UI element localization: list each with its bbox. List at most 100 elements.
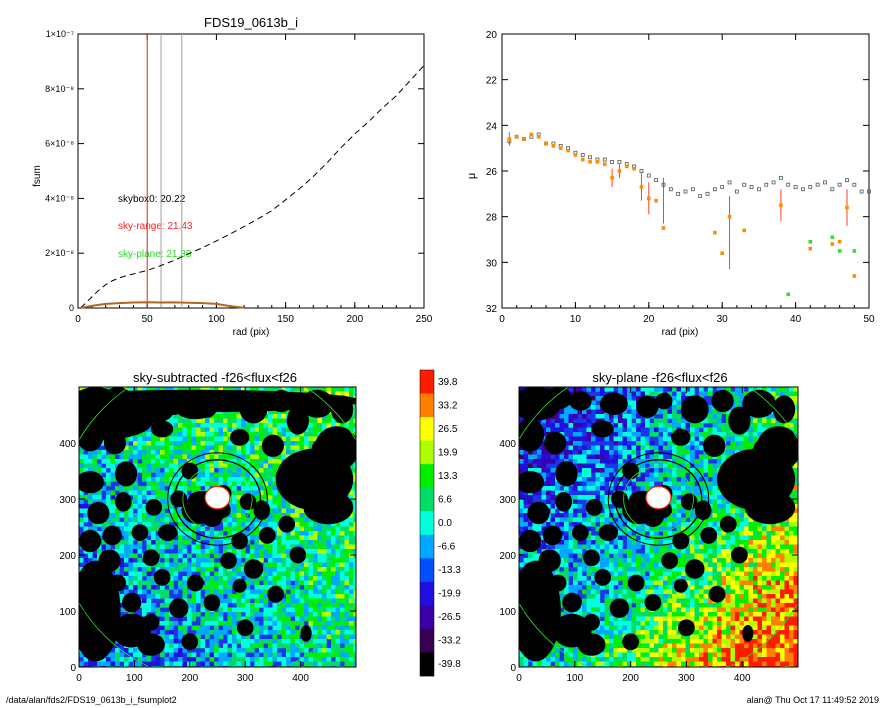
image-pixel [582,477,587,482]
image-pixel [205,463,210,469]
image-pixel [708,387,713,392]
data-point [830,235,835,240]
image-pixel [631,445,637,451]
image-pixel [164,553,170,559]
image-pixel [299,531,305,536]
image-pixel [160,463,165,469]
image-pixel [272,508,278,514]
image-pixel [205,652,210,658]
image-pixel [223,585,228,590]
image-pixel [187,562,192,568]
image-pixel [281,589,287,595]
image-pixel [142,472,147,478]
image-pixel [308,594,314,599]
x-tick-label: 40 [790,314,802,325]
image-pixel [344,540,350,545]
image-pixel [299,616,305,622]
image-pixel [645,481,650,487]
sky-point [580,153,585,157]
image-pixel [245,423,251,428]
image-pixel [649,441,655,446]
image-pixel [218,580,224,586]
image-pixel [340,522,345,527]
image-pixel [178,427,183,433]
image-pixel [672,472,677,478]
image-pixel [223,477,228,482]
image-pixel [550,414,556,419]
image-pixel [250,607,255,613]
image-pixel [173,567,179,572]
image-pixel [353,594,356,599]
image-pixel [573,387,578,392]
image-pixel [277,454,282,460]
image-pixel [160,481,165,487]
image-pixel [789,391,794,397]
image-pixel [286,657,291,662]
image-pixel [304,576,309,581]
image-pixel [326,625,332,631]
image-pixel [317,621,323,626]
image-pixel [712,427,718,433]
masked-source [79,560,121,662]
image-pixel [335,387,341,392]
masked-source [220,552,237,569]
image-pixel [223,661,228,667]
image-pixel [658,436,664,442]
image-pixel [304,517,309,523]
image-pixel [164,450,170,455]
image-pixel [290,589,296,595]
image-pixel [259,459,264,464]
image-pixel [182,441,188,446]
image-pixel [636,427,641,433]
image-pixel [344,643,350,649]
image-pixel [331,522,336,527]
image-pixel [187,589,192,595]
image-pixel [214,585,219,590]
image-pixel [290,634,296,640]
image-pixel [209,621,215,626]
image-pixel [281,603,287,608]
image-pixel [191,477,197,482]
image-pixel [793,468,798,473]
image-pixel [196,486,201,491]
image-pixel [326,598,332,604]
image-pixel [299,432,305,437]
image-pixel [286,661,291,667]
image-pixel [151,607,156,613]
image-pixel [142,459,147,464]
image-pixel [636,463,641,469]
image-pixel [326,531,332,536]
image-pixel [232,607,237,613]
image-pixel [766,387,772,392]
image-pixel [250,553,255,559]
image-pixel [286,508,291,514]
image-pixel [83,504,89,509]
image-pixel [308,585,314,590]
image-pixel [577,436,583,442]
image-pixel [317,576,323,581]
image-pixel [182,481,188,487]
image-pixel [308,639,314,644]
image-pixel [717,459,722,464]
image-pixel [299,517,305,523]
image-pixel [263,594,269,599]
image-pixel [169,490,174,496]
image-pixel [160,549,165,554]
image-pixel [654,391,659,397]
image-pixel [218,562,224,568]
image-pixel [627,450,632,455]
image-pixel [658,427,664,433]
image-pixel [519,463,524,469]
image-pixel [218,477,224,482]
image-pixel [353,526,356,532]
image-pixel [236,567,242,572]
image-pixel [128,540,134,545]
image-pixel [182,445,188,451]
image-pixel [308,423,314,428]
image-pixel [322,580,327,586]
image-pixel [272,387,278,392]
image-pixel [151,387,156,392]
image-pixel [546,450,551,455]
image-pixel [200,477,206,482]
image-pixel [187,441,192,446]
